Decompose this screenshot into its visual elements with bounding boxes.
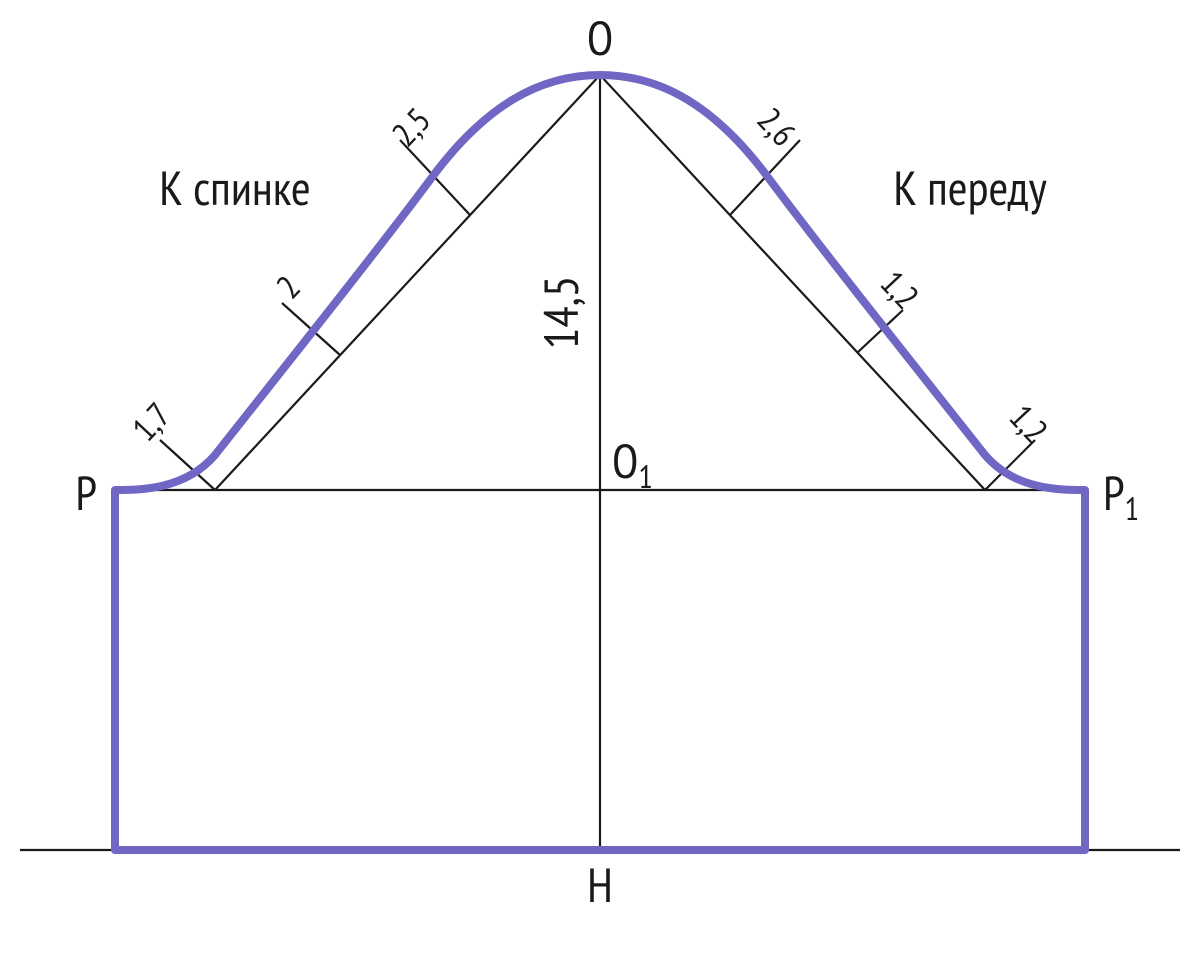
point-label-O1: О1 <box>612 430 653 497</box>
tick-dimension-left: 1,7 <box>123 393 180 450</box>
tick-dimension-right: 2,6 <box>748 98 805 155</box>
height-dimension: 14,5 <box>530 276 592 350</box>
side-label-back: К спинке <box>159 157 311 219</box>
tick-dimension-left: 2 <box>267 266 310 307</box>
point-label-P: Р <box>75 462 97 524</box>
tick-dimension-left: 2,5 <box>383 98 440 155</box>
point-label-O: О <box>587 7 613 69</box>
tick-dimension-right: 1,2 <box>1000 395 1057 452</box>
sleeve-pattern-diagram: О О1 Н Р Р1 К спинке К переду 14,5 1,7 2 2… <box>0 0 1200 960</box>
point-label-P1: Р1 <box>1103 462 1139 529</box>
tick-dimension-right: 1,2 <box>871 261 928 318</box>
point-label-H: Н <box>587 854 613 916</box>
side-label-front: К переду <box>893 157 1046 219</box>
